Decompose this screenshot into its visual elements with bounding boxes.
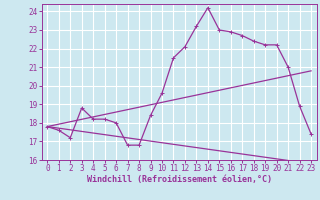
X-axis label: Windchill (Refroidissement éolien,°C): Windchill (Refroidissement éolien,°C) (87, 175, 272, 184)
